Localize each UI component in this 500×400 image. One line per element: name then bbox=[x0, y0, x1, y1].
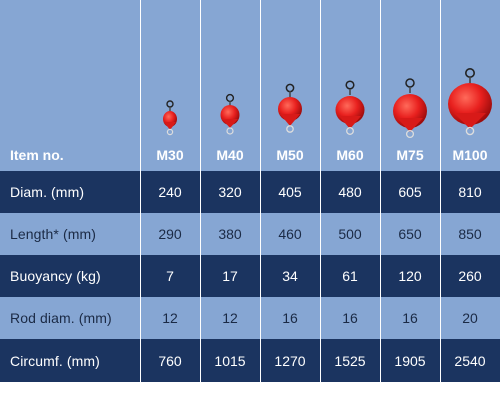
table-cell: 12 bbox=[222, 310, 238, 326]
model-header-m30: M30 bbox=[156, 147, 184, 163]
row-label: Length* (mm) bbox=[10, 226, 97, 242]
column-divider bbox=[320, 0, 380, 382]
buoy-m75-icon bbox=[393, 78, 427, 139]
row-label: Buoyancy (kg) bbox=[10, 268, 101, 284]
buoy-m100-icon bbox=[448, 68, 492, 136]
table-cell: 7 bbox=[166, 268, 174, 284]
table-cell: 1905 bbox=[394, 352, 426, 369]
column-divider bbox=[140, 0, 200, 382]
column-divider bbox=[380, 0, 440, 382]
buoy-m50-icon bbox=[278, 83, 302, 133]
table-cell: 17 bbox=[222, 268, 238, 284]
spec-table: Diam. (mm) 240 320 405 480 605 810 Lengt… bbox=[0, 0, 500, 382]
table-cell: 2540 bbox=[454, 352, 486, 369]
table-row-rod-diameter: Rod diam. (mm) 12 12 16 16 16 20 bbox=[0, 297, 500, 339]
table-cell: 1015 bbox=[214, 352, 246, 369]
table-row-length: Length* (mm) 290 380 460 500 650 850 bbox=[0, 213, 500, 255]
table-cell: 290 bbox=[158, 226, 182, 242]
column-divider bbox=[440, 0, 500, 382]
table-cell: 1525 bbox=[334, 352, 366, 369]
table-cell: 810 bbox=[458, 184, 482, 200]
table-cell: 605 bbox=[398, 184, 422, 200]
column-divider bbox=[200, 0, 260, 382]
model-header-m40: M40 bbox=[216, 147, 244, 163]
table-cell: 460 bbox=[278, 226, 302, 242]
table-cell: 1270 bbox=[274, 352, 306, 369]
model-header-m60: M60 bbox=[336, 147, 364, 163]
model-header-m100: M100 bbox=[452, 147, 488, 163]
table-cell: 16 bbox=[342, 310, 358, 326]
table-cell: 480 bbox=[338, 184, 362, 200]
table-cell: 16 bbox=[402, 310, 418, 326]
row-label: Rod diam. (mm) bbox=[10, 310, 112, 326]
table-cell: 760 bbox=[158, 352, 182, 369]
row-label: Diam. (mm) bbox=[10, 184, 85, 200]
table-cell: 405 bbox=[278, 184, 302, 200]
item-no-label: Item no. bbox=[10, 147, 64, 163]
table-cell: 120 bbox=[398, 268, 422, 284]
buoy-m30-icon bbox=[163, 100, 177, 136]
column-divider bbox=[260, 0, 320, 382]
row-label: Circumf. (mm) bbox=[10, 352, 100, 369]
table-cell: 12 bbox=[162, 310, 178, 326]
table-cell: 240 bbox=[158, 184, 182, 200]
header-band bbox=[0, 0, 500, 171]
model-header-m50: M50 bbox=[276, 147, 304, 163]
table-row-buoyancy: Buoyancy (kg) 7 17 34 61 120 260 bbox=[0, 255, 500, 297]
table-row-diameter: Diam. (mm) 240 320 405 480 605 810 bbox=[0, 171, 500, 213]
table-cell: 320 bbox=[218, 184, 242, 200]
model-header-m75: M75 bbox=[396, 147, 424, 163]
table-row-circumference: Circumf. (mm) 760 1015 1270 1525 1905 25… bbox=[0, 339, 500, 382]
table-cell: 850 bbox=[458, 226, 482, 242]
table-cell: 500 bbox=[338, 226, 362, 242]
buoy-m40-icon bbox=[220, 93, 240, 135]
buoy-m60-icon bbox=[335, 80, 365, 135]
table-cell: 20 bbox=[462, 310, 478, 326]
table-cell: 34 bbox=[282, 268, 298, 284]
table-cell: 260 bbox=[458, 268, 482, 284]
table-cell: 61 bbox=[342, 268, 358, 284]
table-cell: 380 bbox=[218, 226, 242, 242]
table-cell: 16 bbox=[282, 310, 298, 326]
table-cell: 650 bbox=[398, 226, 422, 242]
